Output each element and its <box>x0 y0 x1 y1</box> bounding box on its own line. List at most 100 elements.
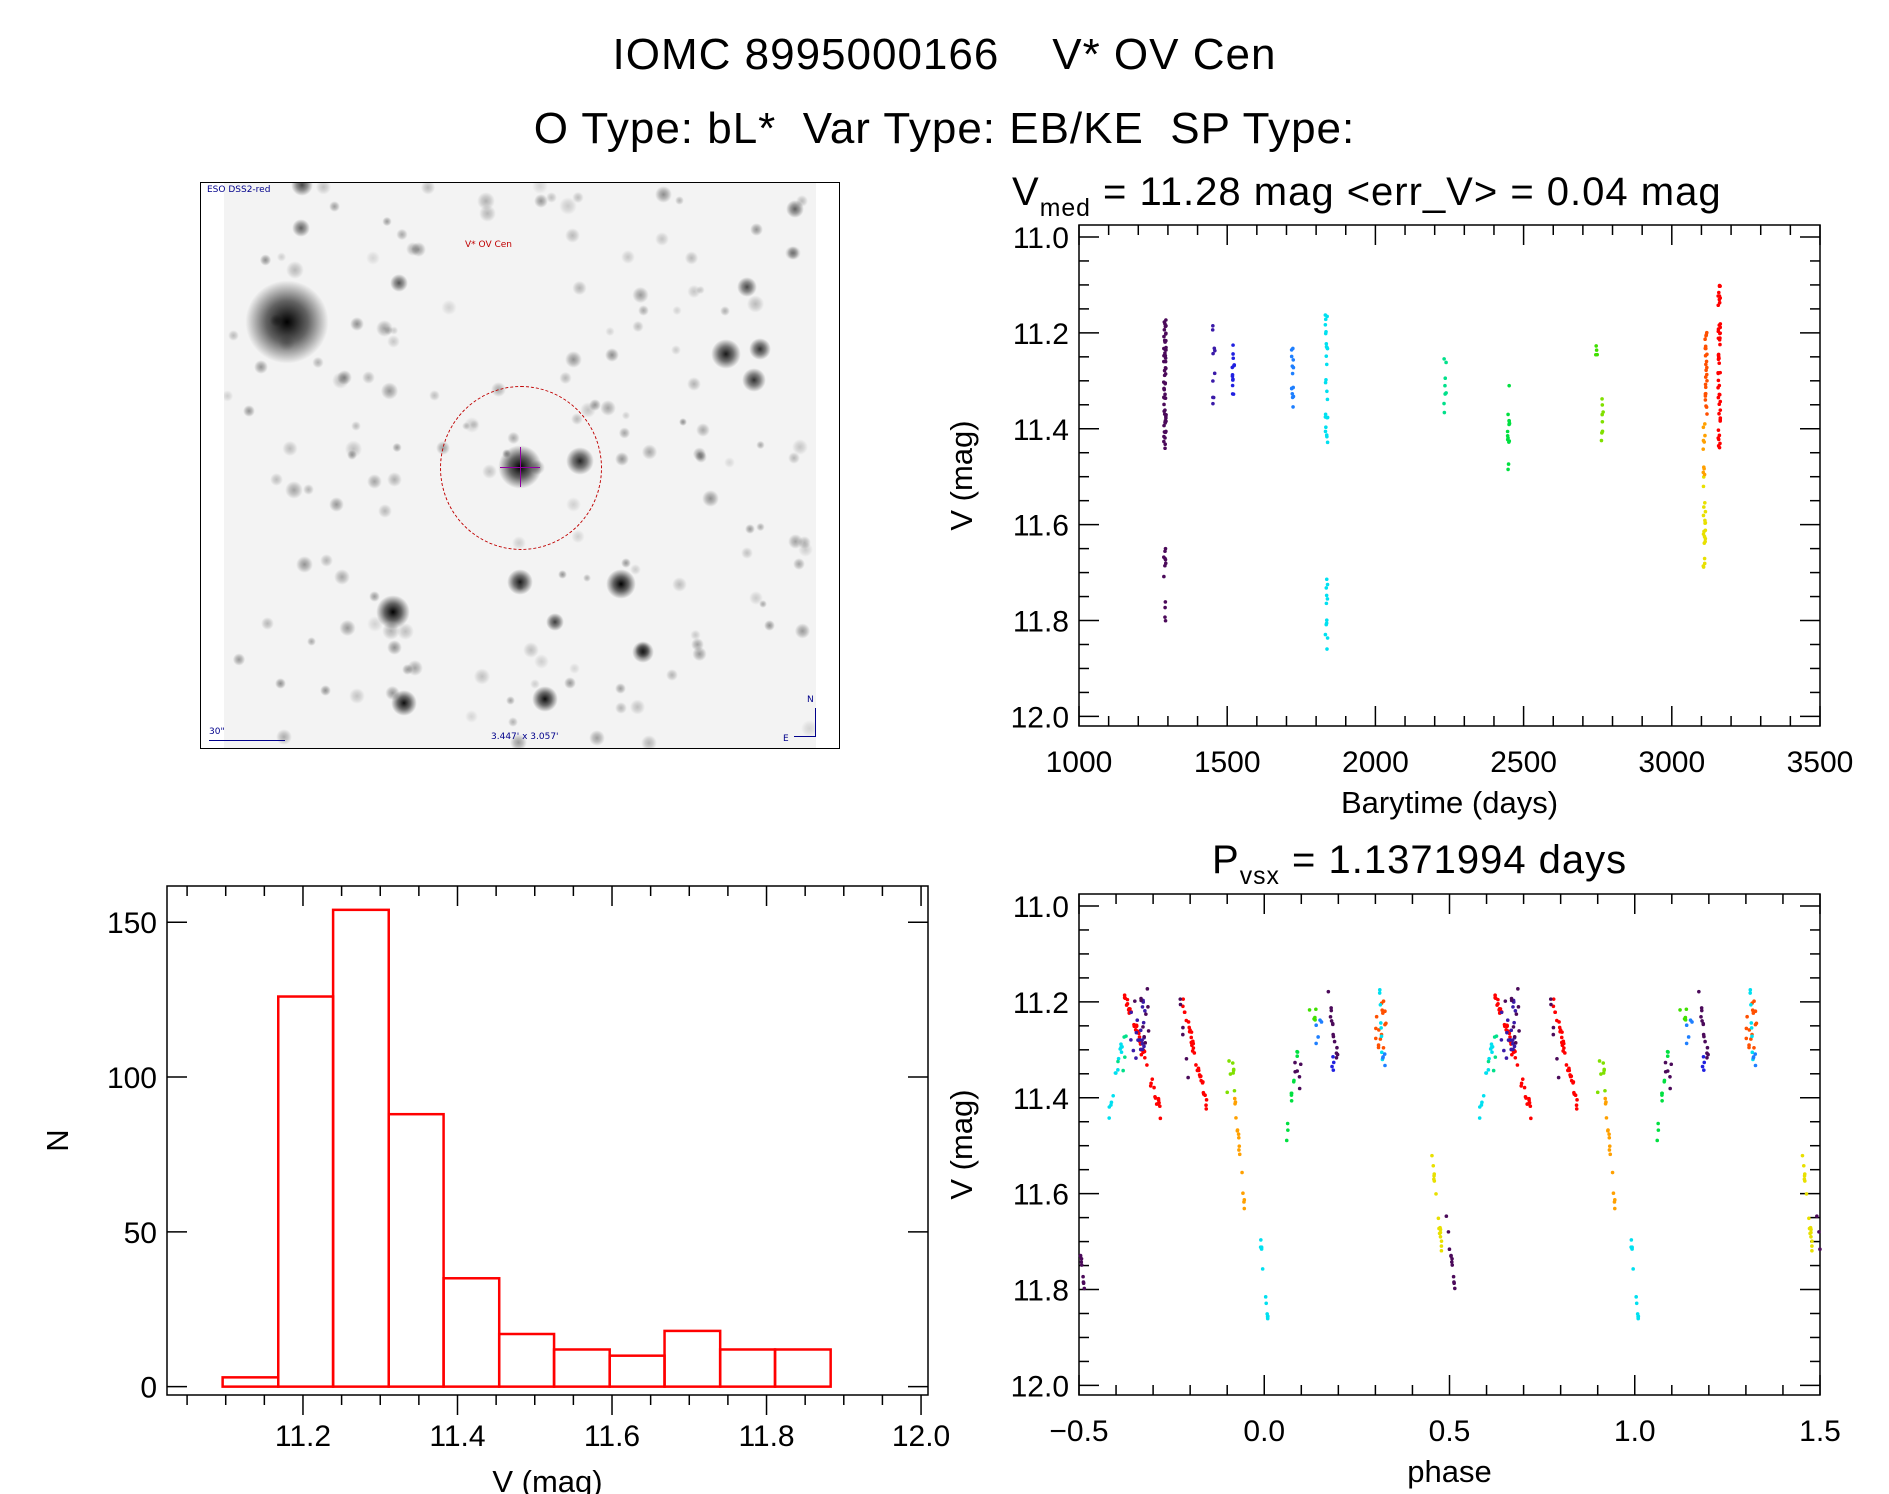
data-point <box>1509 998 1514 1003</box>
data-point <box>1551 997 1556 1001</box>
data-point <box>1716 395 1721 400</box>
data-point <box>1511 1047 1515 1052</box>
star <box>784 245 800 261</box>
data-point <box>1517 1029 1521 1033</box>
data-point <box>1211 379 1215 383</box>
data-point <box>1444 1214 1449 1219</box>
data-point <box>1549 1002 1553 1007</box>
data-point <box>1181 997 1185 1001</box>
star <box>478 205 496 223</box>
data-point <box>1749 1021 1754 1025</box>
star <box>792 439 808 455</box>
data-point <box>1164 318 1168 322</box>
data-point <box>1081 1281 1086 1286</box>
star <box>365 250 381 266</box>
star <box>745 523 756 534</box>
data-point <box>1293 1060 1297 1065</box>
x-axis-title: V (mag) <box>492 1464 602 1494</box>
data-point <box>1231 378 1235 382</box>
data-point <box>1330 1021 1335 1026</box>
data-point <box>1703 392 1708 396</box>
data-point <box>1235 1128 1240 1132</box>
data-point <box>1178 997 1183 1001</box>
star <box>362 371 376 385</box>
data-point <box>1324 377 1328 382</box>
data-point <box>1227 1059 1231 1063</box>
data-point <box>1378 1003 1383 1007</box>
data-point <box>1684 1023 1689 1028</box>
data-point <box>1335 1045 1339 1050</box>
figure-subtitle: O Type: bL* Var Type: EB/KE SP Type: <box>533 104 1356 153</box>
data-point <box>1810 1244 1814 1248</box>
data-point <box>1289 1093 1294 1097</box>
data-point <box>1446 1230 1451 1234</box>
data-point <box>1703 518 1707 523</box>
data-point <box>1232 1096 1237 1101</box>
data-point <box>1162 555 1166 559</box>
data-point <box>1509 1028 1514 1033</box>
data-point <box>1505 1030 1509 1035</box>
star <box>530 679 541 690</box>
data-point <box>1703 337 1707 342</box>
data-point <box>1135 1018 1140 1022</box>
data-point <box>1750 1008 1755 1013</box>
data-point <box>1600 431 1604 435</box>
star <box>402 664 413 675</box>
data-point <box>1613 1198 1617 1202</box>
data-point <box>1716 353 1721 357</box>
data-point <box>1125 1002 1130 1006</box>
data-point <box>1184 1057 1189 1061</box>
data-point <box>1138 1028 1143 1033</box>
data-point <box>1701 1054 1706 1059</box>
data-point <box>1704 372 1709 377</box>
star <box>614 683 626 695</box>
data-point <box>1512 1044 1517 1049</box>
data-point <box>1181 1032 1185 1037</box>
data-point <box>1297 1086 1302 1091</box>
y-tick-label: 11.6 <box>1013 1179 1069 1212</box>
x-tick-label: 2500 <box>1490 746 1557 779</box>
histogram-bar <box>387 1112 445 1388</box>
data-point <box>1297 1074 1302 1079</box>
star <box>375 319 394 337</box>
star <box>387 335 400 348</box>
data-point <box>1548 997 1553 1001</box>
data-point <box>1450 1256 1454 1261</box>
star <box>655 186 673 204</box>
star <box>582 574 592 583</box>
data-point <box>1329 1019 1334 1023</box>
title-subscript: vsx <box>1239 863 1280 891</box>
data-point <box>1494 1034 1499 1038</box>
data-point <box>1553 1010 1558 1015</box>
data-point <box>1374 1026 1378 1031</box>
star <box>756 523 765 532</box>
data-point <box>1325 415 1329 420</box>
data-point <box>1809 1230 1813 1235</box>
data-point <box>1701 532 1706 536</box>
data-point <box>1331 1068 1336 1072</box>
data-point <box>1503 999 1508 1003</box>
data-point <box>1325 647 1329 651</box>
star <box>396 228 408 241</box>
title-text: = 11.28 mag <err_V> = 0.04 mag <box>1090 170 1722 214</box>
y-axis-title: V (mag) <box>944 420 979 530</box>
data-point <box>1702 556 1707 561</box>
data-point <box>1163 324 1168 329</box>
data-point <box>1556 1075 1561 1080</box>
data-point <box>1752 999 1756 1004</box>
data-point <box>1438 1230 1443 1235</box>
data-point <box>1634 1301 1639 1306</box>
data-point <box>1493 1055 1498 1059</box>
data-point <box>1717 294 1722 298</box>
data-point <box>1717 297 1722 302</box>
data-point <box>1479 1103 1484 1107</box>
data-point <box>1522 1085 1527 1090</box>
data-point <box>1142 1044 1146 1049</box>
fov-label: 3.447' x 3.057' <box>491 732 559 742</box>
data-point <box>1660 1099 1664 1103</box>
data-point <box>1242 1206 1247 1211</box>
data-point <box>1718 325 1723 330</box>
star <box>276 729 293 746</box>
data-point <box>1607 1144 1612 1148</box>
data-point <box>1660 1093 1664 1097</box>
